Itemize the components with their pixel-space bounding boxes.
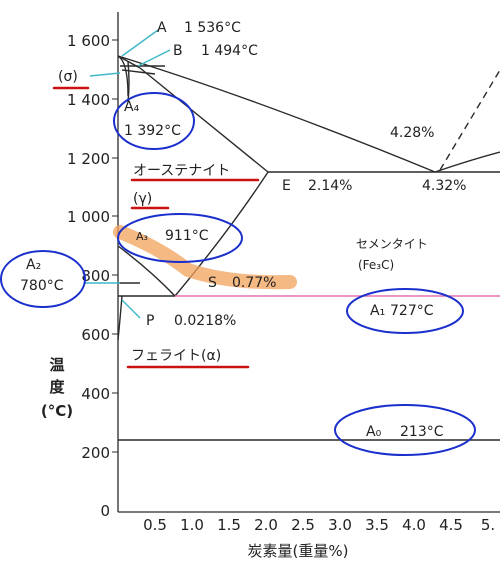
a0-temp: 213°C xyxy=(400,424,444,440)
a1-temp: 727°C xyxy=(390,303,434,319)
y-tick-0: 0 xyxy=(100,502,110,520)
x-tick-4-0: 4.0 xyxy=(402,516,426,534)
a4-temp: 1 392°C xyxy=(124,123,181,139)
a0-label: A₀ xyxy=(366,424,382,440)
a2-label: A₂ xyxy=(26,257,41,273)
y-tick-1200: 1 200 xyxy=(67,150,110,168)
label-b: B xyxy=(173,43,183,59)
x-tick-2-0: 2.0 xyxy=(254,516,278,534)
y-tick-labels: 1 600 1 400 1 200 1 000 800 600 400 200 … xyxy=(67,32,110,520)
x-tick-1-0: 1.0 xyxy=(180,516,204,534)
x-tick-4-5: 4.5 xyxy=(439,516,463,534)
y-tick-800: 800 xyxy=(81,267,110,285)
a4-label: A₄ xyxy=(124,99,140,115)
y-tick-1000: 1 000 xyxy=(67,208,110,226)
y-axis-char-1: 温 xyxy=(49,356,64,374)
x-tick-0-5: 0.5 xyxy=(143,516,167,534)
pointer-p xyxy=(121,299,141,319)
label-p-value: 0.0218% xyxy=(174,313,236,329)
phase-lines xyxy=(117,55,500,441)
pointer-delta xyxy=(89,72,121,77)
liquidus-line-ac xyxy=(117,55,436,173)
label-a-temp: 1 536°C xyxy=(184,20,241,36)
label-s: S xyxy=(208,275,217,291)
y-tick-1400: 1 400 xyxy=(67,91,110,109)
x-tick-5: 5. xyxy=(481,516,495,534)
y-tick-1600: 1 600 xyxy=(67,32,110,50)
x-tick-labels: 0.5 1.0 1.5 2.0 2.5 3.0 3.5 4.0 4.5 5. xyxy=(143,516,495,534)
peritectic-j-line xyxy=(121,69,156,75)
label-s-value: 0.77% xyxy=(232,275,276,291)
transformation-labels: A₄ 1 392°C A₃ 911°C A₂ 780°C A₁ 727°C A₀… xyxy=(20,99,444,440)
liquidus-line-cd xyxy=(434,151,500,173)
label-e-value: 2.14% xyxy=(308,178,352,194)
gamma-label: (γ) xyxy=(133,191,152,207)
a2-temp: 780°C xyxy=(20,278,64,294)
point-labels: A 1 536°C B 1 494°C 4.28% E 2.14% 4.32% … xyxy=(146,20,466,329)
y-axis-title: 温 度 (°C) xyxy=(41,356,73,420)
a3-circle xyxy=(117,213,243,263)
x-tick-2-5: 2.5 xyxy=(291,516,315,534)
cyan-pointers xyxy=(85,29,171,319)
label-p: P xyxy=(146,313,154,329)
cementite-label: セメンタイト xyxy=(356,237,428,251)
x-tick-3-5: 3.5 xyxy=(365,516,389,534)
delta-solvus xyxy=(117,55,129,97)
label-d-value: 4.28% xyxy=(390,125,434,141)
y-tick-600: 600 xyxy=(81,326,110,344)
austenite-label: オーステナイト xyxy=(133,163,230,179)
blue-circles xyxy=(0,92,476,456)
red-underlines xyxy=(52,86,260,369)
y-axis-char-2: 度 xyxy=(49,378,65,396)
delta-label: (σ) xyxy=(58,69,78,85)
fe3c-label: (Fe₃C) xyxy=(358,258,394,272)
x-axis-title: 炭素量(重量%) xyxy=(248,542,349,560)
dashed-liquidus xyxy=(439,69,500,171)
y-tick-marks xyxy=(112,39,118,453)
label-b-temp: 1 494°C xyxy=(201,43,258,59)
acm-line-es xyxy=(174,171,269,297)
label-e: E xyxy=(282,178,291,194)
a1-circle xyxy=(346,288,464,334)
pointer-b xyxy=(137,49,171,67)
label-a: A xyxy=(157,20,167,36)
plot-frame xyxy=(117,12,500,513)
a2-circle xyxy=(0,250,86,308)
y-tick-200: 200 xyxy=(81,444,110,462)
a3-line-gs xyxy=(117,245,176,297)
solidus-line-be xyxy=(139,67,269,173)
orange-highlight xyxy=(113,225,297,290)
a3-temp: 911°C xyxy=(165,228,209,244)
x-tick-1-5: 1.5 xyxy=(217,516,241,534)
phase-labels: (σ) オーステナイト (γ) フェライト(α) セメンタイト (Fe₃C) xyxy=(58,69,428,364)
a3-label: A₃ xyxy=(136,230,148,243)
y-tick-400: 400 xyxy=(81,385,110,403)
y-axis-char-3: (°C) xyxy=(41,402,73,420)
pointer-a xyxy=(121,29,159,57)
x-tick-3-0: 3.0 xyxy=(328,516,352,534)
a0-circle xyxy=(334,404,476,456)
ferrite-label: フェライト(α) xyxy=(131,348,221,364)
label-c-value: 4.32% xyxy=(422,178,466,194)
ferrite-solvus xyxy=(117,295,123,341)
a4-circle xyxy=(113,92,195,150)
a1-label: A₁ xyxy=(370,303,385,319)
